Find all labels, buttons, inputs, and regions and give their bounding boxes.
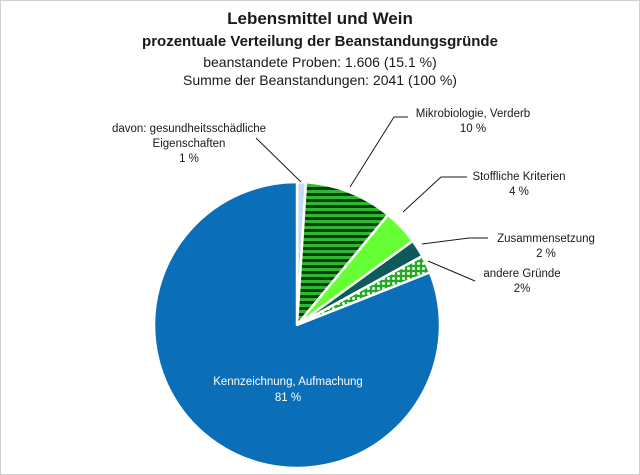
- slice-label-stofflich: Stoffliche Kriterien: [472, 171, 565, 183]
- slice-value-stofflich: 4 %: [509, 186, 529, 198]
- slice-value-zusammen: 2 %: [536, 248, 556, 260]
- info-line-samples: beanstandete Proben: 1.606 (15.1 %): [203, 54, 437, 70]
- leader-line-mikro: [349, 116, 408, 188]
- slice-label-gesundheit-2: Eigenschaften: [153, 138, 226, 150]
- leader-line-stofflich: [402, 176, 467, 213]
- slice-value-kennzeichnung: 81 %: [275, 392, 301, 404]
- leader-line-zusammen: [421, 237, 488, 245]
- pie-slice-mikro: [295, 181, 390, 327]
- leader-line-gesundheit: [255, 137, 302, 183]
- slice-label-zusammen: Zusammensetzung: [497, 233, 595, 245]
- slice-label-kennzeichnung: Kennzeichnung, Aufmachung: [213, 376, 363, 388]
- info-line-total: Summe der Beanstandungen: 2041 (100 %): [183, 72, 457, 88]
- slice-label-andere: andere Gründe: [483, 268, 560, 280]
- chart-title: Lebensmittel und Wein: [227, 9, 413, 28]
- pie-slice-kennzeichnung: [152, 180, 442, 470]
- slice-value-andere: 2%: [514, 283, 531, 295]
- slice-label-gesundheit-1: davon: gesundheitsschädliche: [112, 123, 266, 135]
- leader-line-andere: [427, 260, 476, 282]
- slice-label-mikro: Mikrobiologie, Verderb: [416, 108, 530, 120]
- chart-subtitle: prozentuale Verteilung der Beanstandungs…: [142, 33, 498, 50]
- slice-value-mikro: 10 %: [460, 123, 486, 135]
- slice-value-gesundheit: 1 %: [179, 153, 199, 165]
